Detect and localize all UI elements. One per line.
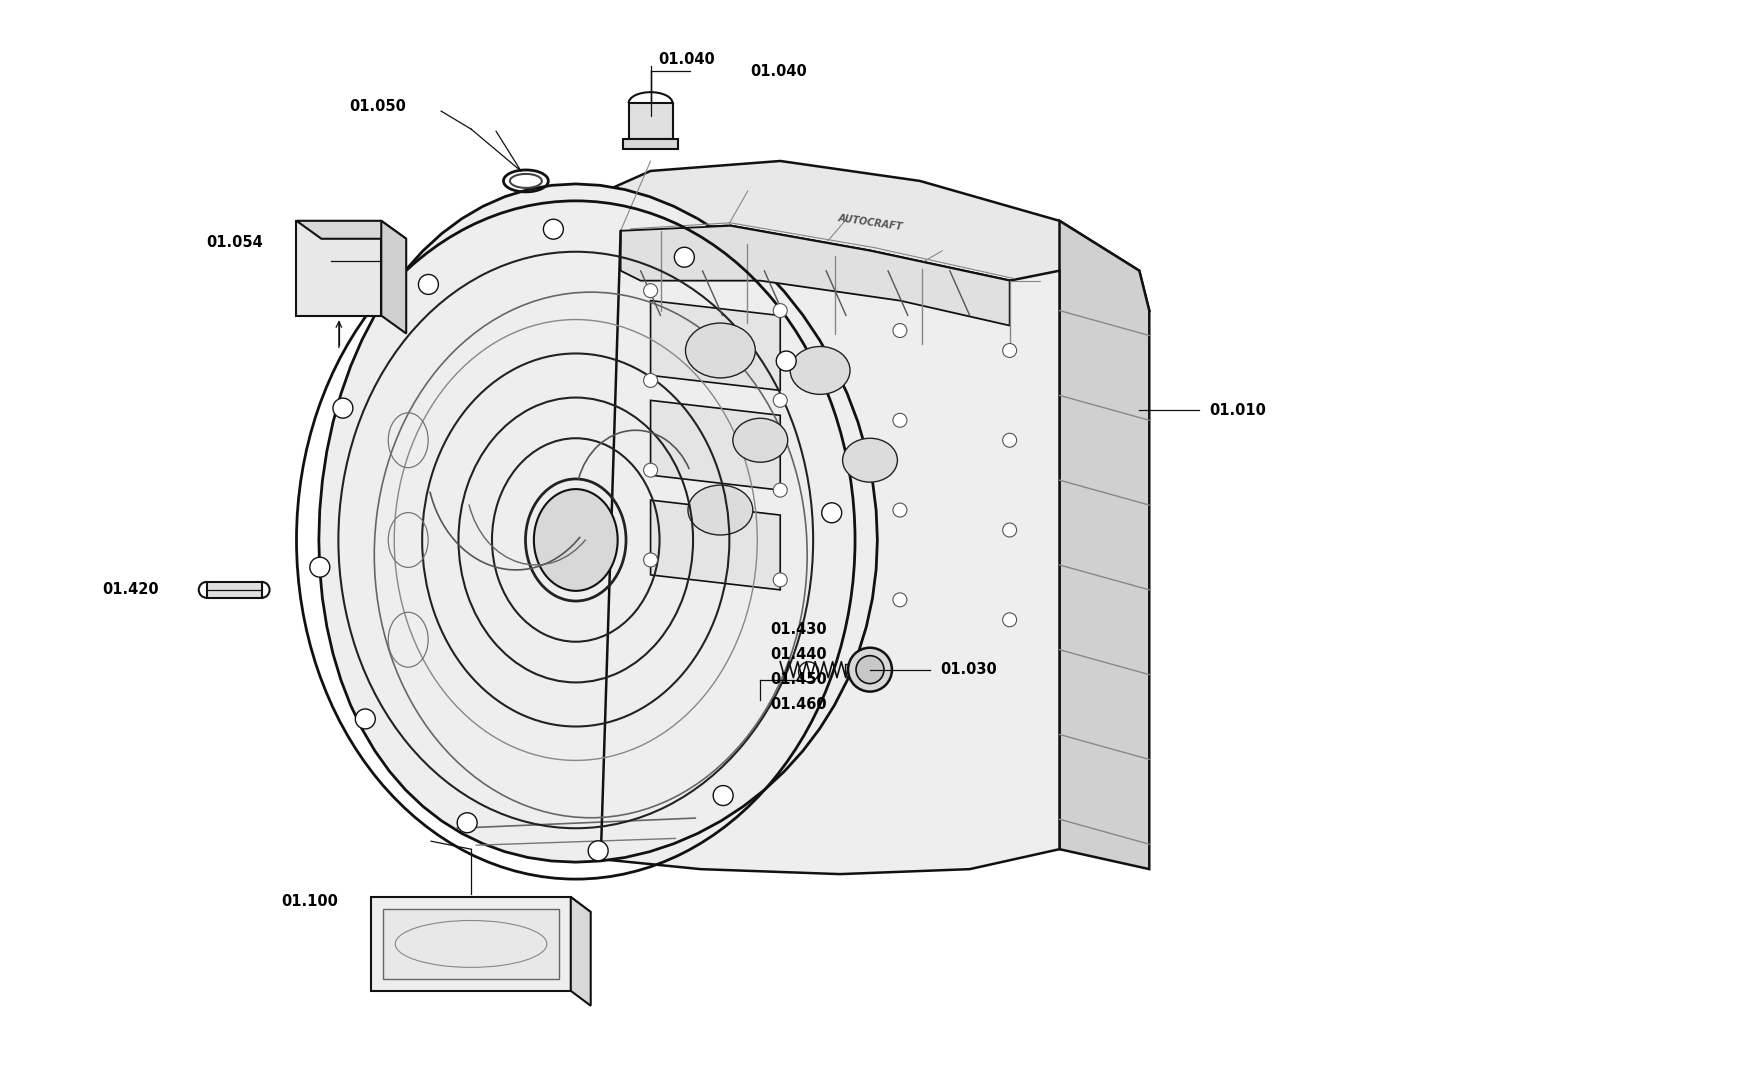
Circle shape xyxy=(543,219,563,240)
Polygon shape xyxy=(383,910,558,979)
Polygon shape xyxy=(296,220,381,316)
Text: 01.100: 01.100 xyxy=(282,893,337,908)
Polygon shape xyxy=(318,184,876,862)
Circle shape xyxy=(675,247,694,268)
Polygon shape xyxy=(296,220,405,239)
Polygon shape xyxy=(628,103,673,139)
Polygon shape xyxy=(501,211,1059,874)
Circle shape xyxy=(892,323,906,337)
Circle shape xyxy=(588,841,609,860)
Polygon shape xyxy=(621,226,1009,325)
Circle shape xyxy=(332,398,353,418)
Circle shape xyxy=(1002,343,1016,357)
Polygon shape xyxy=(650,500,779,590)
Polygon shape xyxy=(650,400,779,490)
Circle shape xyxy=(457,813,476,832)
Polygon shape xyxy=(370,897,570,991)
Circle shape xyxy=(643,463,657,477)
Polygon shape xyxy=(650,301,779,391)
Text: 01.460: 01.460 xyxy=(770,697,826,712)
Text: 01.450: 01.450 xyxy=(770,672,826,687)
Polygon shape xyxy=(1059,220,1149,869)
Ellipse shape xyxy=(842,439,897,483)
Polygon shape xyxy=(381,220,405,334)
Ellipse shape xyxy=(685,323,755,378)
Circle shape xyxy=(892,503,906,517)
Polygon shape xyxy=(845,663,868,675)
Circle shape xyxy=(798,662,817,682)
Circle shape xyxy=(772,572,786,586)
Ellipse shape xyxy=(732,418,788,462)
Text: 01.050: 01.050 xyxy=(350,98,405,113)
Circle shape xyxy=(355,709,376,729)
Circle shape xyxy=(643,553,657,567)
Text: 01.440: 01.440 xyxy=(770,647,826,662)
Circle shape xyxy=(772,484,786,498)
Text: 01.040: 01.040 xyxy=(750,64,807,79)
Circle shape xyxy=(1002,523,1016,537)
Text: 01.430: 01.430 xyxy=(770,623,826,638)
Circle shape xyxy=(847,647,892,691)
Circle shape xyxy=(643,284,657,297)
Ellipse shape xyxy=(687,485,753,535)
Ellipse shape xyxy=(534,489,617,591)
Circle shape xyxy=(772,394,786,408)
Circle shape xyxy=(417,274,438,294)
Polygon shape xyxy=(560,160,1149,310)
Circle shape xyxy=(856,656,883,684)
Circle shape xyxy=(643,373,657,387)
Text: 01.040: 01.040 xyxy=(657,51,715,66)
Text: 01.054: 01.054 xyxy=(207,235,263,250)
Polygon shape xyxy=(370,897,590,912)
Circle shape xyxy=(776,351,796,371)
Circle shape xyxy=(821,503,842,523)
Circle shape xyxy=(772,304,786,318)
Circle shape xyxy=(1002,613,1016,627)
Polygon shape xyxy=(623,139,678,149)
Circle shape xyxy=(892,413,906,427)
Text: AUTOCRAFT: AUTOCRAFT xyxy=(836,213,903,232)
Ellipse shape xyxy=(790,347,850,395)
Circle shape xyxy=(892,593,906,607)
Text: 01.030: 01.030 xyxy=(939,662,996,677)
Polygon shape xyxy=(207,582,261,598)
Circle shape xyxy=(713,785,732,806)
Polygon shape xyxy=(570,897,590,1006)
Circle shape xyxy=(1002,433,1016,447)
Text: 01.420: 01.420 xyxy=(103,582,158,597)
Circle shape xyxy=(310,557,330,577)
Text: 01.010: 01.010 xyxy=(1209,402,1266,417)
